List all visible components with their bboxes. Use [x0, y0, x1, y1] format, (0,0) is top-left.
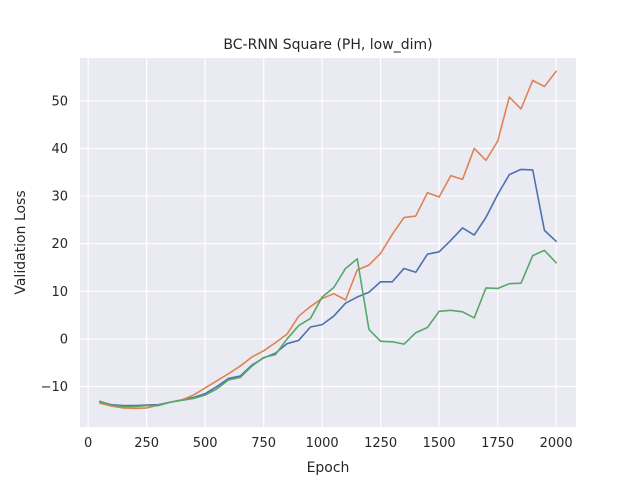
- x-axis-ticks: 0 250 500 750 1000 1250 1500 1750 2000: [84, 436, 573, 451]
- x-axis-label: Epoch: [307, 460, 350, 476]
- x-tick-label: 500: [193, 436, 218, 451]
- x-tick-label: 0: [84, 436, 92, 451]
- chart-title: BC-RNN Square (PH, low_dim): [223, 37, 432, 53]
- y-tick-label: 20: [51, 237, 68, 252]
- series-line-3: [99, 249, 557, 408]
- y-tick-label: −10: [41, 380, 68, 395]
- series-lines: [99, 70, 557, 410]
- grid: [80, 58, 576, 427]
- y-tick-label: 30: [51, 190, 68, 205]
- y-axis-label: Validation Loss: [13, 190, 29, 294]
- x-tick-label: 1750: [481, 436, 514, 451]
- x-tick-label: 2000: [540, 436, 573, 451]
- x-tick-label: 1250: [364, 436, 397, 451]
- x-tick-label: 1000: [306, 436, 339, 451]
- y-tick-label: 0: [60, 332, 68, 347]
- y-tick-label: 10: [51, 285, 68, 300]
- y-tick-label: 40: [51, 142, 68, 157]
- x-tick-label: 250: [134, 436, 159, 451]
- plot-area: [80, 58, 576, 427]
- x-tick-label: 750: [251, 436, 276, 451]
- y-tick-label: 50: [51, 94, 68, 109]
- x-tick-label: 1500: [423, 436, 456, 451]
- y-axis-ticks: −10 0 10 20 30 40 50: [41, 94, 68, 395]
